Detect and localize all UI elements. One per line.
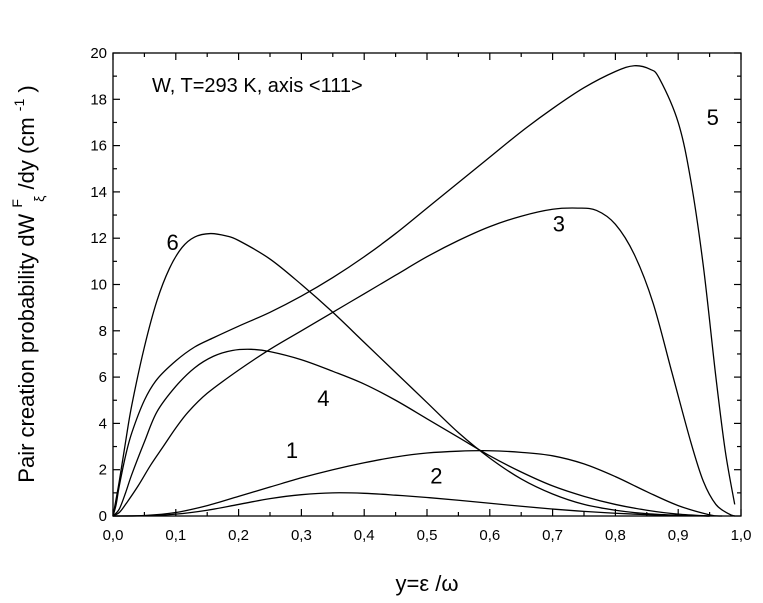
y-tick-label: 2 [99,462,107,479]
curve-label-4: 4 [317,386,329,411]
y-tick-label: 16 [90,138,107,155]
x-tick-label: 0,8 [605,527,626,544]
curve-label-6: 6 [167,230,179,255]
curve-6 [112,232,710,517]
chart-annotation: W, T=293 K, axis <111> [152,75,363,97]
curve-1 [112,450,723,517]
y-tick-label: 6 [99,369,107,386]
curve-label-5: 5 [707,105,719,130]
curves [112,65,736,517]
x-tick-label: 0,0 [103,527,124,544]
x-tick-label: 0,5 [417,527,438,544]
curve-4 [112,348,710,517]
y-tick-label: 14 [90,184,107,201]
plot-frame [112,52,742,517]
x-tick-label: 0,3 [291,527,312,544]
y-axis-label-main: Pair creation probability dW [14,213,39,482]
x-tick-label: 0,1 [165,527,186,544]
curve-labels: 1 2 3 4 5 6 [167,105,719,489]
y-tick-label: 18 [90,91,107,108]
x-axis-label: y=ε /ω [395,571,458,596]
x-tick-label: 0,6 [479,527,500,544]
y-tick-label: 12 [90,230,107,247]
curve-5 [112,65,736,517]
x-tick-label: 0,2 [228,527,249,544]
curve-2 [112,492,710,517]
curve-label-1: 1 [286,438,298,463]
y-tick-label: 4 [99,415,107,432]
y-tick-label: 20 [90,45,107,62]
x-tick-label: 0,7 [542,527,563,544]
y-tick-label: 8 [99,323,107,340]
y-axis-label-tail: /dy (cm [14,117,39,189]
tick-labels: 0,0 0,1 0,2 0,3 0,4 0,5 0,6 0,7 0,8 0,9 1,0 0 2 4 6 8 10… [90,45,751,544]
x-tick-label: 1,0 [731,527,752,544]
y-axis-label: Pair creation probability dW F ξ /dy (cm… [2,85,49,482]
y-tick-label: 10 [90,277,107,294]
x-tick-label: 0,4 [354,527,375,544]
curve-3 [112,207,735,517]
x-tick-label: 0,9 [668,527,689,544]
y-axis-label-exp: -1 [11,99,27,112]
y-axis-label-close: ) [14,85,39,92]
y-tick-label: 0 [99,508,107,525]
y-axis-label-sub: ξ [31,196,47,202]
curve-label-3: 3 [553,211,565,236]
curve-label-2: 2 [430,464,442,489]
y-axis-label-sup: F [9,199,25,208]
